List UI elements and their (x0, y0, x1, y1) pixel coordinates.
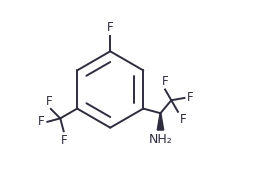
Text: F: F (60, 134, 67, 147)
Text: F: F (180, 113, 186, 126)
Text: F: F (38, 115, 45, 128)
Text: F: F (187, 91, 193, 105)
Text: F: F (46, 95, 53, 108)
Text: NH₂: NH₂ (148, 133, 172, 146)
Text: F: F (162, 75, 168, 88)
Polygon shape (157, 113, 164, 130)
Text: F: F (107, 21, 114, 34)
